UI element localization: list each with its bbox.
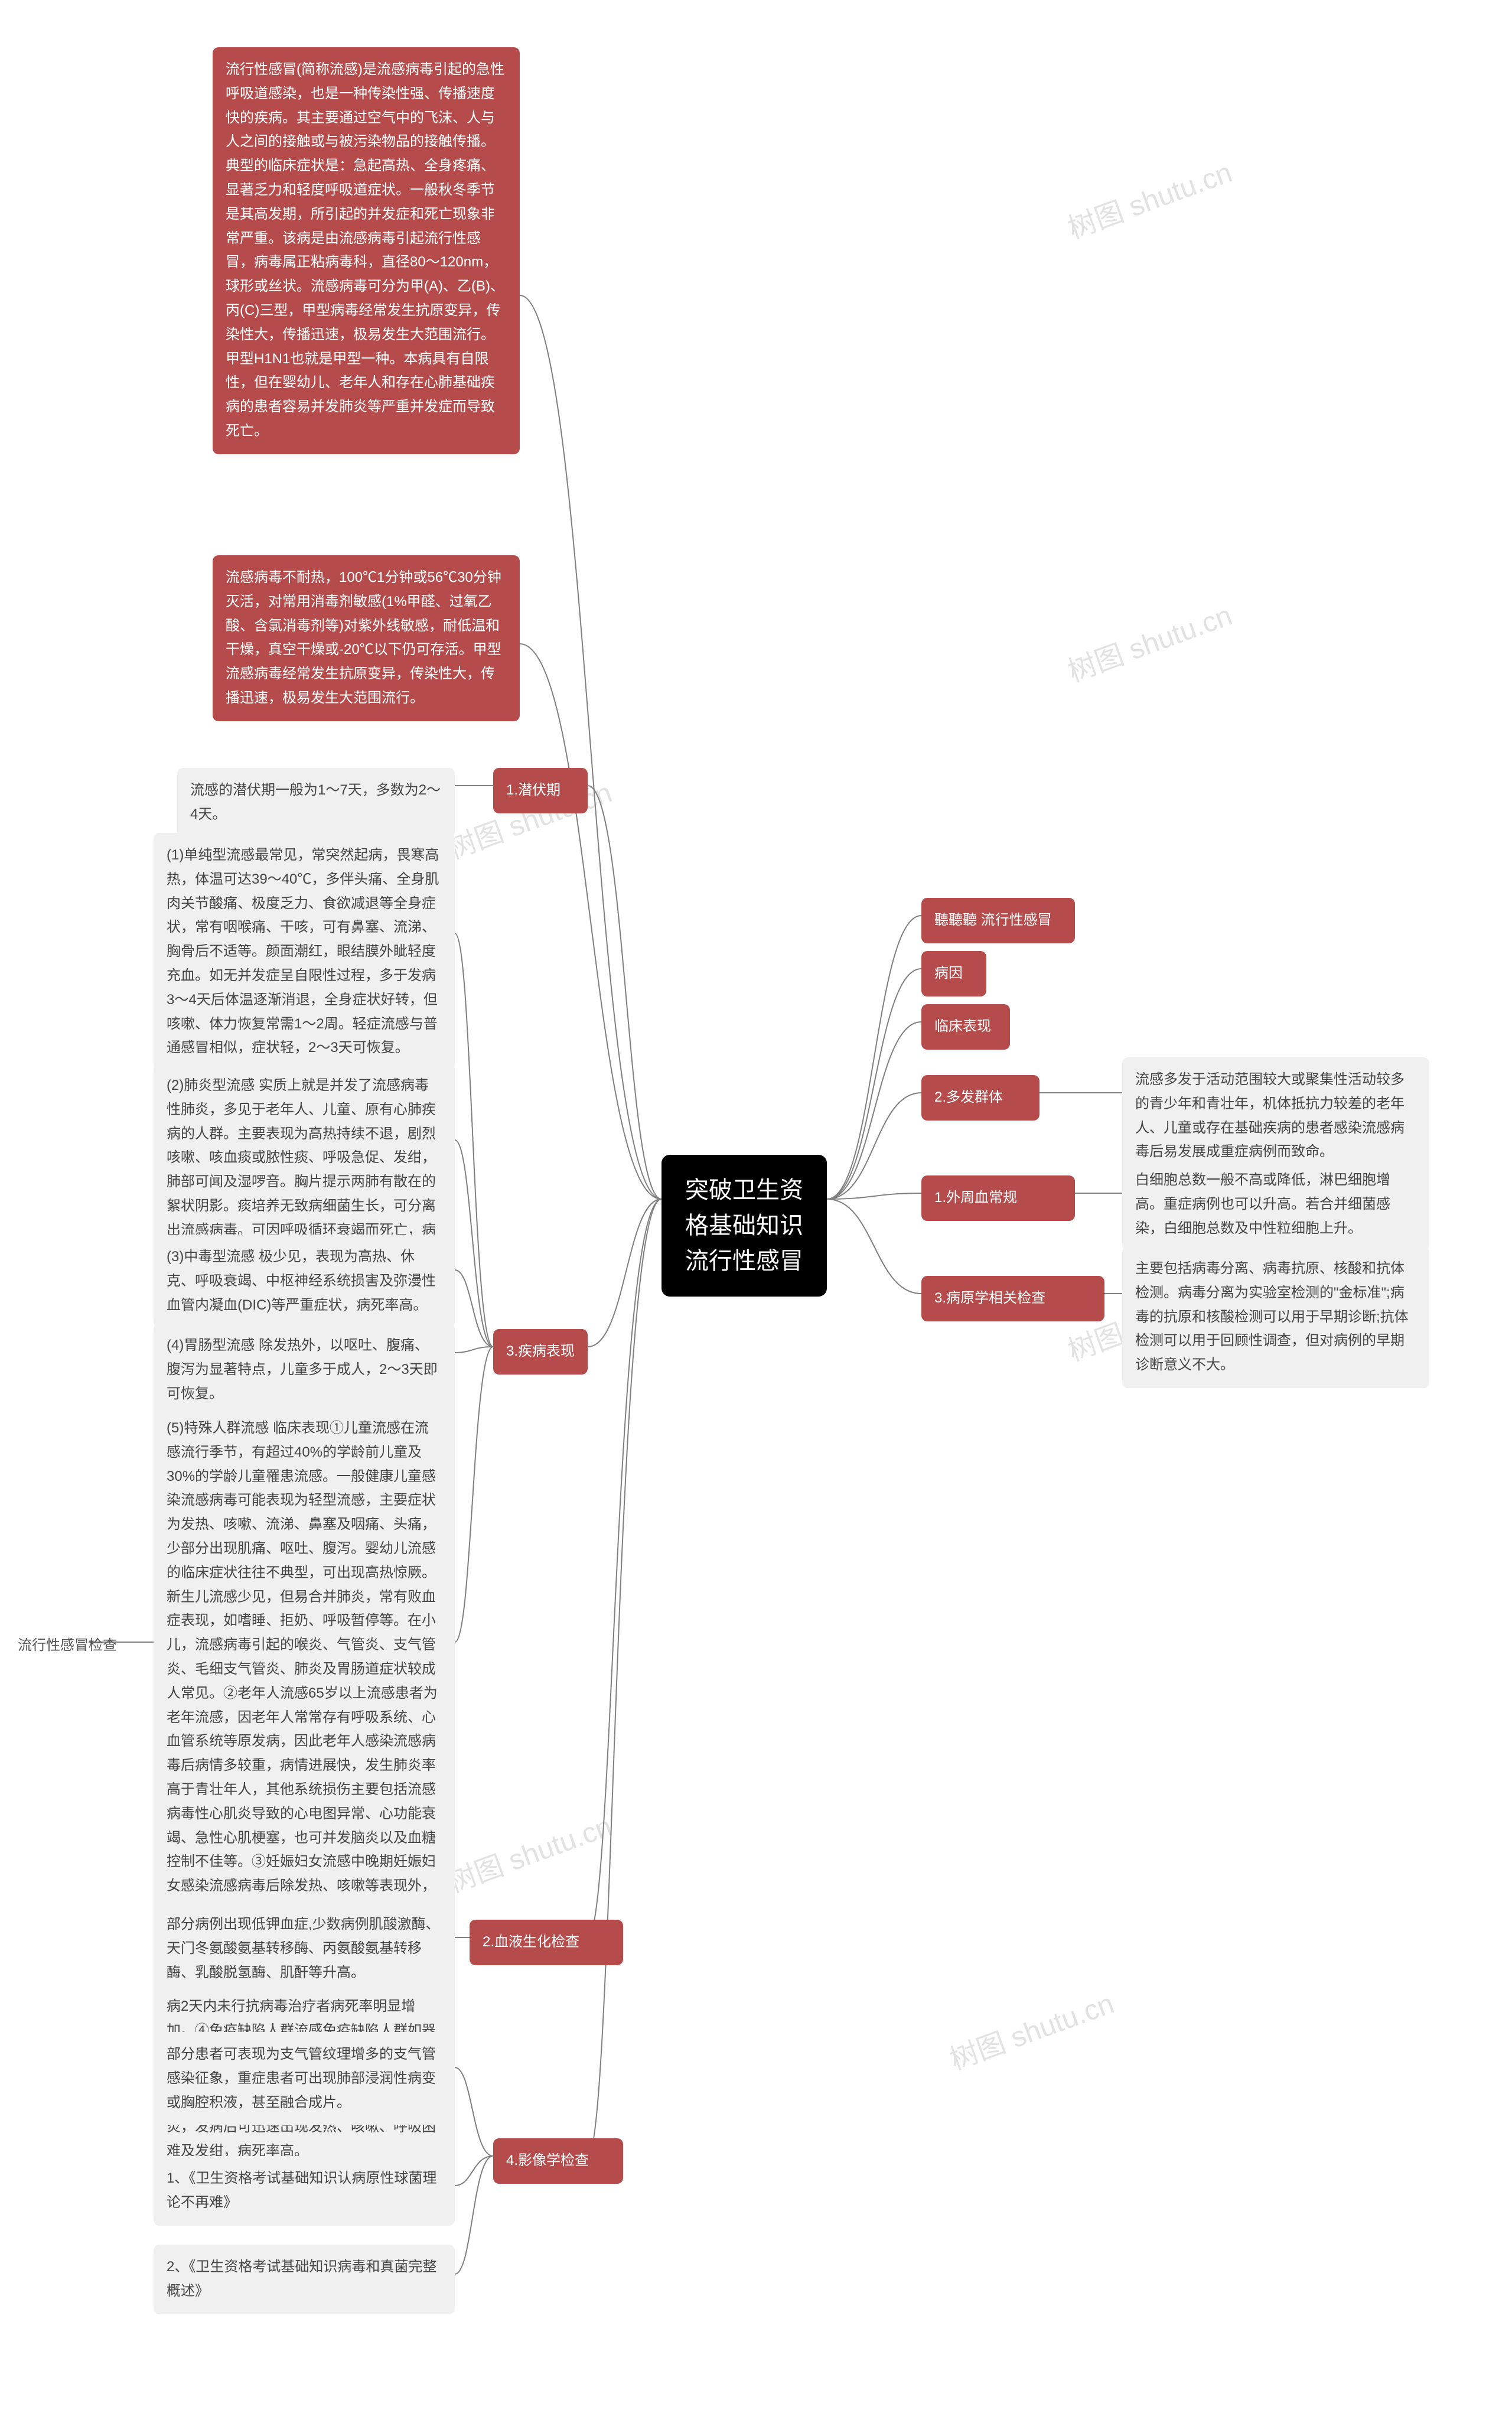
left-intro-2: 流感病毒不耐热，100℃1分钟或56℃30分钟灭活，对常用消毒剂敏感(1%甲醛、… — [213, 555, 520, 721]
right-node-pathogen-text: 主要包括病毒分离、病毒抗原、核酸和抗体检测。病毒分离为实验室检测的"金标准";病… — [1122, 1246, 1429, 1388]
right-node-cause: 病因 — [921, 951, 986, 996]
left-imaging-main: 部分患者可表现为支气管纹理增多的支气管感染征象，重症患者可出现肺部浸润性病变或胸… — [154, 2032, 455, 2125]
left-disease-item-4: (4)胃肠型流感 除发热外，以呕吐、腹痛、腹泻为显著特点，儿童多于成人，2～3天… — [154, 1323, 455, 1416]
left-imaging-label: 4.影像学检查 — [493, 2138, 623, 2184]
left-incubation-label: 1.潜伏期 — [493, 768, 588, 813]
right-node-clinical: 临床表现 — [921, 1004, 1010, 1050]
left-intro-1: 流行性感冒(简称流感)是流感病毒引起的急性呼吸道感染，也是一种传染性强、传播速度… — [213, 47, 520, 454]
watermark: 树图 shutu.cn — [441, 1803, 617, 1900]
left-disease-label: 3.疾病表现 — [493, 1329, 588, 1375]
watermark: 树图 shutu.cn — [1061, 592, 1237, 689]
left-incubation-text: 流感的潜伏期一般为1～7天，多数为2～4天。 — [177, 768, 455, 838]
right-node-title: 聽聽聽 流行性感冒 — [921, 898, 1075, 943]
root-node: 突破卫生资格基础知识流行性感冒 — [662, 1155, 827, 1297]
right-node-population-label: 2.多发群体 — [921, 1075, 1040, 1121]
right-node-blood-label: 1.外周血常规 — [921, 1175, 1075, 1221]
left-disease-item-1: (1)单纯型流感最常见，常突然起病，畏寒高热，体温可达39～40℃，多伴头痛、全… — [154, 833, 455, 1071]
left-imaging-ref-2: 2、《卫生资格考试基础知识病毒和真菌完整概述》 — [154, 2245, 455, 2314]
left-disease-item-3: (3)中毒型流感 极少见，表现为高热、休克、呼吸衰竭、中枢神经系统损害及弥漫性血… — [154, 1235, 455, 1328]
right-node-blood-text: 白细胞总数一般不高或降低，淋巴细胞增高。重症病例也可以升高。若合并细菌感染，白细… — [1122, 1158, 1429, 1251]
watermark: 树图 shutu.cn — [1061, 149, 1237, 246]
left-biochem-label: 2.血液生化检查 — [470, 1920, 623, 1965]
watermark: 树图 shutu.cn — [943, 1980, 1119, 2077]
left-biochem-text: 部分病例出现低钾血症,少数病例肌酸激酶、天门冬氨酸氨基转移酶、丙氨酸氨基转移酶、… — [154, 1902, 455, 1995]
left-imaging-ref-1: 1、《卫生资格考试基础知识认病原性球菌理论不再难》 — [154, 2156, 455, 2226]
left-footer-label: 流行性感冒检查 — [18, 1633, 117, 1654]
right-node-pathogen-label: 3.病原学相关检查 — [921, 1276, 1104, 1321]
